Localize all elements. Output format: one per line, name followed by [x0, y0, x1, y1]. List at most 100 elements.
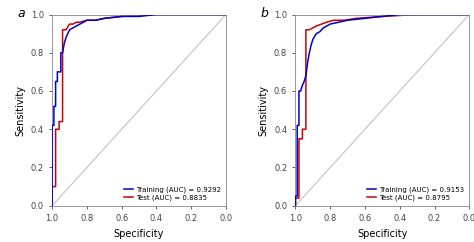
Training (AUC) = 0.9153	[362, 17, 368, 20]
Training (AUC) = 0.9292	[154, 13, 159, 16]
Y-axis label: Sensitivity: Sensitivity	[258, 85, 268, 136]
Training (AUC) = 0.9153	[301, 80, 307, 83]
Text: a: a	[18, 7, 25, 20]
X-axis label: Specificity: Specificity	[114, 229, 164, 239]
Line: Training (AUC) = 0.9292: Training (AUC) = 0.9292	[52, 15, 226, 206]
Training (AUC) = 0.9153	[320, 26, 326, 29]
Training (AUC) = 0.9153	[317, 30, 323, 33]
Test (AUC) = 0.8795	[341, 19, 347, 22]
Training (AUC) = 0.9153	[296, 124, 302, 127]
Test (AUC) = 0.8835	[56, 120, 62, 123]
Training (AUC) = 0.9292	[55, 70, 60, 73]
Test (AUC) = 0.8795	[331, 19, 337, 22]
Test (AUC) = 0.8795	[300, 137, 305, 140]
Test (AUC) = 0.8795	[292, 197, 298, 199]
Test (AUC) = 0.8835	[154, 13, 159, 16]
Training (AUC) = 0.9153	[292, 204, 298, 207]
Training (AUC) = 0.9153	[308, 44, 314, 46]
Training (AUC) = 0.9292	[62, 42, 67, 45]
Training (AUC) = 0.9292	[65, 32, 71, 35]
Training (AUC) = 0.9292	[49, 204, 55, 207]
Training (AUC) = 0.9292	[67, 28, 73, 31]
Test (AUC) = 0.8835	[67, 23, 73, 26]
Test (AUC) = 0.8835	[77, 21, 83, 24]
Training (AUC) = 0.9153	[300, 84, 305, 87]
Training (AUC) = 0.9292	[81, 21, 86, 24]
Training (AUC) = 0.9292	[53, 105, 58, 108]
Training (AUC) = 0.9292	[73, 24, 79, 27]
Training (AUC) = 0.9153	[294, 124, 300, 127]
Legend: Training (AUC) = 0.9292, Test (AUC) = 0.8835: Training (AUC) = 0.9292, Test (AUC) = 0.…	[122, 185, 222, 202]
Test (AUC) = 0.8795	[307, 28, 312, 31]
Test (AUC) = 0.8835	[119, 15, 125, 18]
Test (AUC) = 0.8835	[60, 120, 65, 123]
Training (AUC) = 0.9153	[294, 195, 300, 197]
Test (AUC) = 0.8835	[70, 23, 76, 26]
Test (AUC) = 0.8835	[223, 13, 229, 16]
Training (AUC) = 0.9292	[49, 124, 55, 127]
Training (AUC) = 0.9153	[432, 13, 438, 16]
Training (AUC) = 0.9153	[380, 15, 385, 18]
Training (AUC) = 0.9292	[223, 13, 229, 16]
Training (AUC) = 0.9292	[77, 23, 83, 26]
Training (AUC) = 0.9292	[84, 19, 90, 22]
Training (AUC) = 0.9153	[305, 61, 310, 64]
Training (AUC) = 0.9292	[58, 70, 64, 73]
Training (AUC) = 0.9153	[313, 32, 319, 35]
Training (AUC) = 0.9153	[298, 90, 303, 92]
Line: Test (AUC) = 0.8835: Test (AUC) = 0.8835	[52, 15, 226, 206]
Test (AUC) = 0.8795	[292, 204, 298, 207]
X-axis label: Specificity: Specificity	[357, 229, 408, 239]
Test (AUC) = 0.8835	[93, 19, 99, 22]
Text: b: b	[261, 7, 269, 20]
Test (AUC) = 0.8835	[63, 28, 69, 31]
Test (AUC) = 0.8795	[300, 128, 305, 131]
Test (AUC) = 0.8835	[188, 13, 194, 16]
Test (AUC) = 0.8795	[296, 197, 302, 199]
Training (AUC) = 0.9292	[136, 15, 142, 18]
Line: Training (AUC) = 0.9153: Training (AUC) = 0.9153	[295, 15, 469, 206]
Training (AUC) = 0.9153	[307, 51, 312, 54]
Test (AUC) = 0.8835	[84, 19, 90, 22]
Test (AUC) = 0.8795	[414, 13, 420, 16]
Test (AUC) = 0.8835	[49, 204, 55, 207]
Training (AUC) = 0.9292	[53, 80, 58, 83]
Training (AUC) = 0.9153	[296, 90, 302, 92]
Test (AUC) = 0.8795	[303, 128, 309, 131]
Test (AUC) = 0.8795	[303, 28, 309, 31]
Test (AUC) = 0.8795	[380, 15, 385, 18]
Training (AUC) = 0.9292	[56, 70, 62, 73]
Test (AUC) = 0.8835	[49, 185, 55, 188]
Training (AUC) = 0.9153	[328, 23, 333, 26]
Training (AUC) = 0.9292	[58, 51, 64, 54]
Training (AUC) = 0.9292	[188, 13, 194, 16]
Training (AUC) = 0.9292	[93, 19, 99, 22]
Training (AUC) = 0.9292	[119, 15, 125, 18]
Line: Test (AUC) = 0.8795: Test (AUC) = 0.8795	[295, 15, 469, 206]
Test (AUC) = 0.8835	[53, 128, 58, 131]
Training (AUC) = 0.9292	[51, 124, 57, 127]
Training (AUC) = 0.9292	[55, 80, 60, 83]
Test (AUC) = 0.8795	[354, 17, 359, 20]
Training (AUC) = 0.9153	[310, 38, 316, 41]
Test (AUC) = 0.8795	[296, 137, 302, 140]
Training (AUC) = 0.9292	[70, 26, 76, 29]
Test (AUC) = 0.8795	[466, 13, 472, 16]
Test (AUC) = 0.8795	[324, 21, 329, 24]
Test (AUC) = 0.8795	[319, 23, 324, 26]
Training (AUC) = 0.9153	[397, 13, 402, 16]
Test (AUC) = 0.8795	[313, 24, 319, 27]
Test (AUC) = 0.8835	[53, 185, 58, 188]
Training (AUC) = 0.9292	[63, 36, 69, 39]
Test (AUC) = 0.8835	[60, 28, 65, 31]
Training (AUC) = 0.9153	[336, 21, 342, 24]
Training (AUC) = 0.9153	[292, 195, 298, 197]
Training (AUC) = 0.9153	[466, 13, 472, 16]
Training (AUC) = 0.9292	[51, 105, 57, 108]
Y-axis label: Sensitivity: Sensitivity	[15, 85, 25, 136]
Legend: Training (AUC) = 0.9153, Test (AUC) = 0.8795: Training (AUC) = 0.9153, Test (AUC) = 0.…	[365, 185, 466, 202]
Test (AUC) = 0.8835	[73, 21, 79, 24]
Test (AUC) = 0.8795	[310, 26, 316, 29]
Training (AUC) = 0.9153	[303, 74, 309, 77]
Test (AUC) = 0.8835	[56, 128, 62, 131]
